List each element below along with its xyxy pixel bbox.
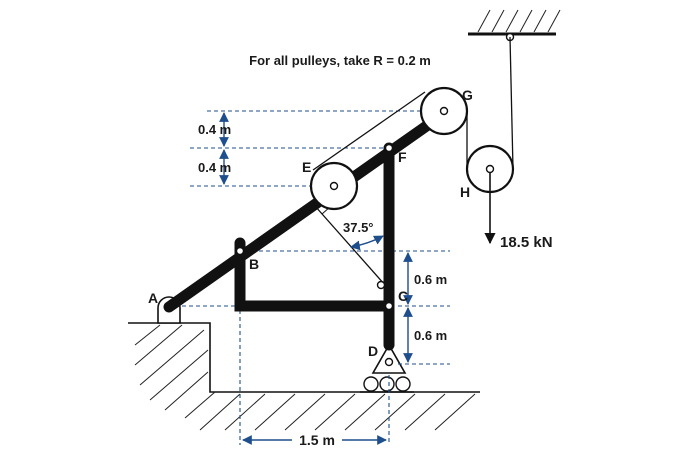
label-B: B xyxy=(249,256,259,272)
reference-lines xyxy=(175,110,450,445)
frame-members xyxy=(163,107,451,351)
cable-EC xyxy=(314,205,386,286)
note-text: For all pulleys, take R = 0.2 m xyxy=(249,53,431,68)
support-D xyxy=(360,343,414,393)
label-E: E xyxy=(302,159,311,175)
dim-bc-label: 0.6 m xyxy=(414,272,447,287)
dim-lower-label: 0.4 m xyxy=(198,160,231,175)
angle-label: 37.5° xyxy=(343,220,374,235)
label-C: C xyxy=(398,288,408,304)
member-BC xyxy=(234,237,395,312)
load-label: 18.5 kN xyxy=(500,234,553,251)
pins xyxy=(235,106,495,311)
ceiling-support xyxy=(468,9,561,42)
dim-span-label: 1.5 m xyxy=(299,432,335,448)
member-AG xyxy=(163,107,451,313)
label-G: G xyxy=(462,87,473,103)
label-H: H xyxy=(460,184,470,200)
label-D: D xyxy=(368,343,378,359)
dim-upper-label: 0.4 m xyxy=(198,122,231,137)
label-F: F xyxy=(398,149,407,165)
label-A: A xyxy=(148,290,158,306)
dim-cd-label: 0.6 m xyxy=(414,328,447,343)
ropes xyxy=(312,36,514,171)
angle-arc xyxy=(350,235,384,251)
